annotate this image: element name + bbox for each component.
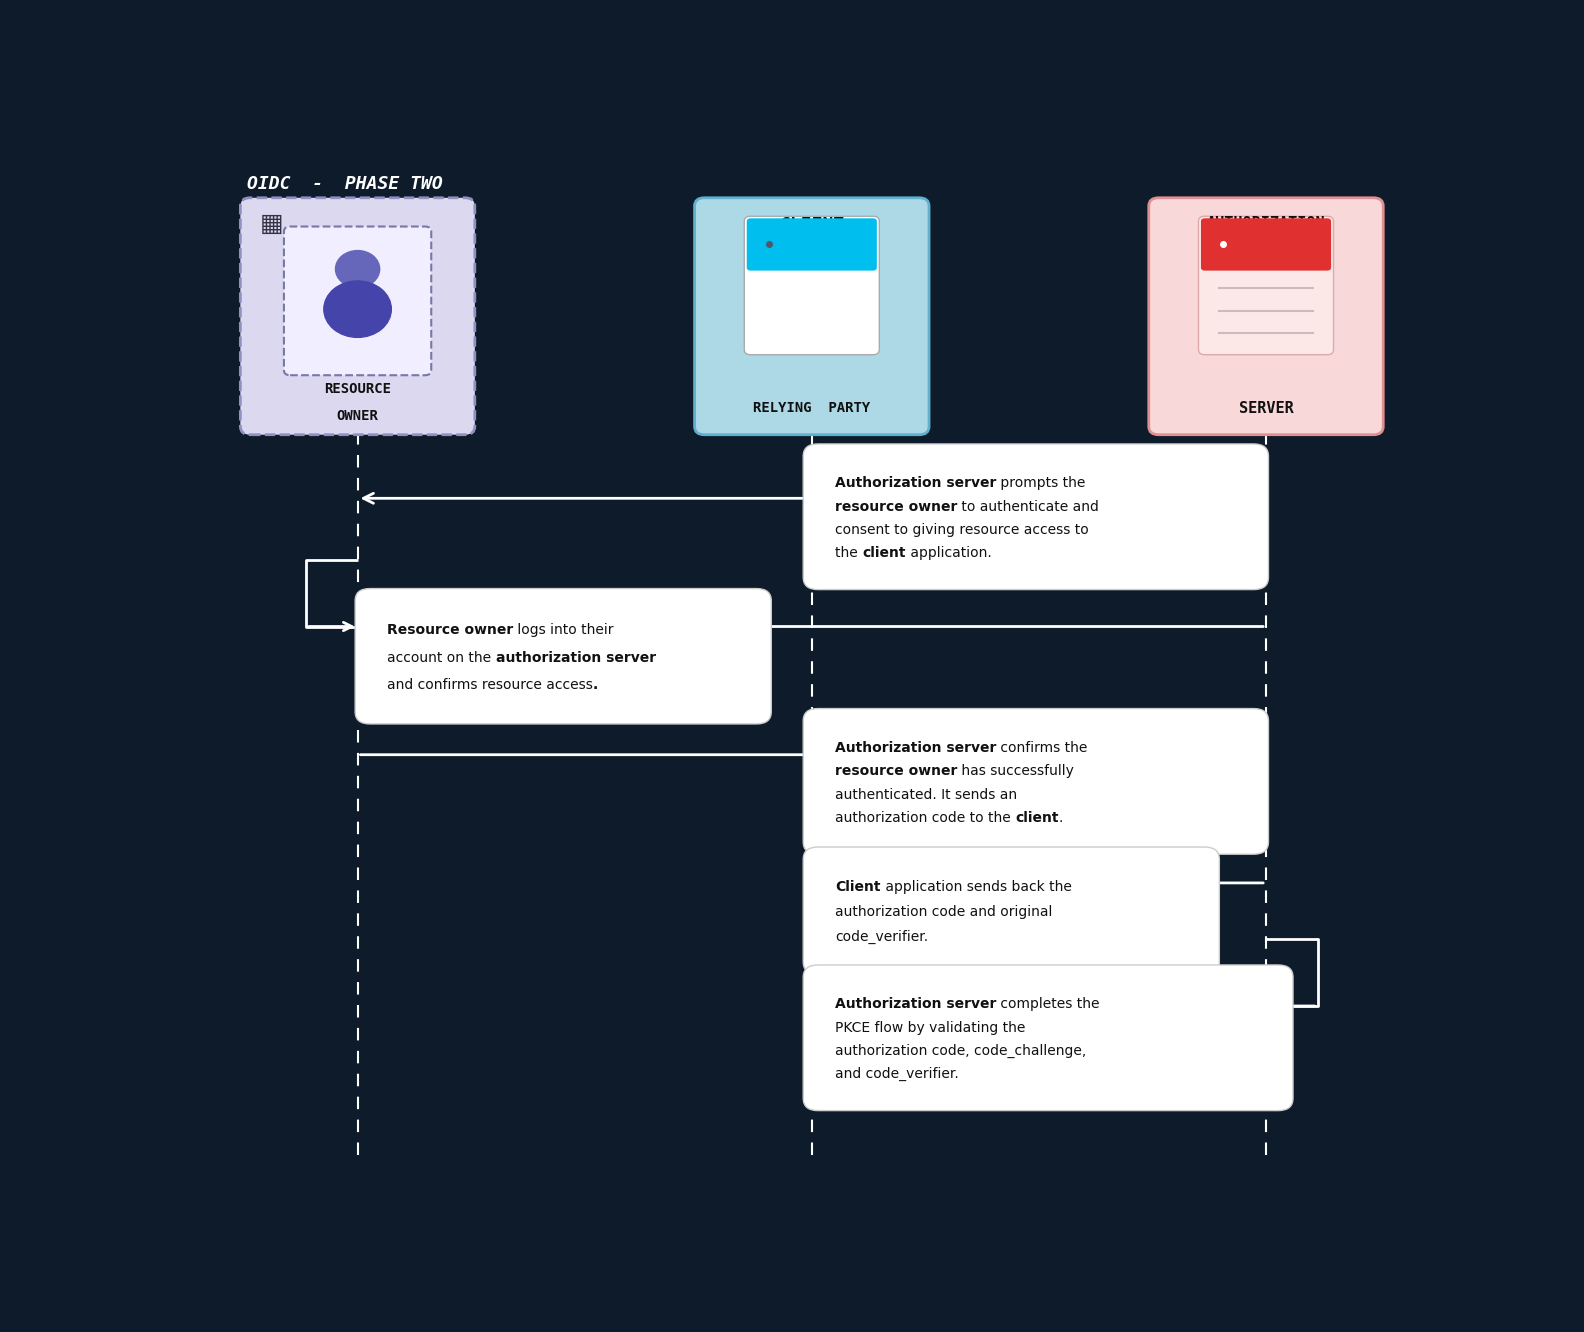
Text: PKCE flow by validating the: PKCE flow by validating the <box>835 1020 1025 1035</box>
Text: Authorization server: Authorization server <box>835 998 996 1011</box>
Text: application sends back the: application sends back the <box>881 880 1071 894</box>
Text: RESOURCE: RESOURCE <box>325 382 391 397</box>
Text: OWNER: OWNER <box>337 409 379 424</box>
Text: code_verifier.: code_verifier. <box>835 930 928 944</box>
FancyBboxPatch shape <box>744 216 879 354</box>
Text: account on the: account on the <box>386 651 496 665</box>
Text: application.: application. <box>906 546 992 561</box>
Text: the: the <box>835 546 862 561</box>
Text: and confirms resource access: and confirms resource access <box>386 678 592 693</box>
FancyBboxPatch shape <box>694 197 930 434</box>
Text: .: . <box>592 678 599 693</box>
Text: confirms the: confirms the <box>996 741 1088 755</box>
Text: consent to giving resource access to: consent to giving resource access to <box>835 523 1088 537</box>
FancyBboxPatch shape <box>1201 218 1331 270</box>
Text: and code_verifier.: and code_verifier. <box>835 1067 958 1082</box>
Text: logs into their: logs into their <box>513 623 615 637</box>
Text: authenticated. It sends an: authenticated. It sends an <box>835 787 1017 802</box>
Text: AUTHORIZATION: AUTHORIZATION <box>1207 216 1326 232</box>
FancyBboxPatch shape <box>355 589 771 725</box>
Text: Authorization server: Authorization server <box>835 477 996 490</box>
FancyBboxPatch shape <box>1148 197 1383 434</box>
Text: SERVER: SERVER <box>1239 401 1294 416</box>
FancyBboxPatch shape <box>803 444 1269 590</box>
Ellipse shape <box>323 281 391 337</box>
FancyBboxPatch shape <box>241 197 475 434</box>
FancyBboxPatch shape <box>284 226 431 376</box>
Circle shape <box>336 250 380 288</box>
FancyBboxPatch shape <box>1199 216 1334 354</box>
Text: Resource owner: Resource owner <box>386 623 513 637</box>
Text: CLIENT: CLIENT <box>779 216 844 234</box>
Text: RELYING  PARTY: RELYING PARTY <box>752 401 871 414</box>
FancyBboxPatch shape <box>803 847 1220 974</box>
FancyBboxPatch shape <box>746 218 878 270</box>
Text: Authorization server: Authorization server <box>835 741 996 755</box>
FancyBboxPatch shape <box>803 709 1269 854</box>
FancyBboxPatch shape <box>803 964 1293 1111</box>
Text: resource owner: resource owner <box>835 765 957 778</box>
Text: client: client <box>1015 811 1058 825</box>
Text: has successfully: has successfully <box>957 765 1074 778</box>
Text: authorization code and original: authorization code and original <box>835 906 1052 919</box>
Text: resource owner: resource owner <box>835 500 957 514</box>
Text: prompts the: prompts the <box>996 477 1087 490</box>
Text: .: . <box>1058 811 1063 825</box>
Text: Client: Client <box>835 880 881 894</box>
Text: client: client <box>862 546 906 561</box>
Text: authorization code, code_challenge,: authorization code, code_challenge, <box>835 1044 1087 1058</box>
Text: ▦: ▦ <box>260 212 284 236</box>
Text: OIDC  -  PHASE TWO: OIDC - PHASE TWO <box>247 176 444 193</box>
Text: completes the: completes the <box>996 998 1099 1011</box>
Text: authorization code to the: authorization code to the <box>835 811 1015 825</box>
Text: authorization server: authorization server <box>496 651 656 665</box>
Text: to authenticate and: to authenticate and <box>957 500 1099 514</box>
